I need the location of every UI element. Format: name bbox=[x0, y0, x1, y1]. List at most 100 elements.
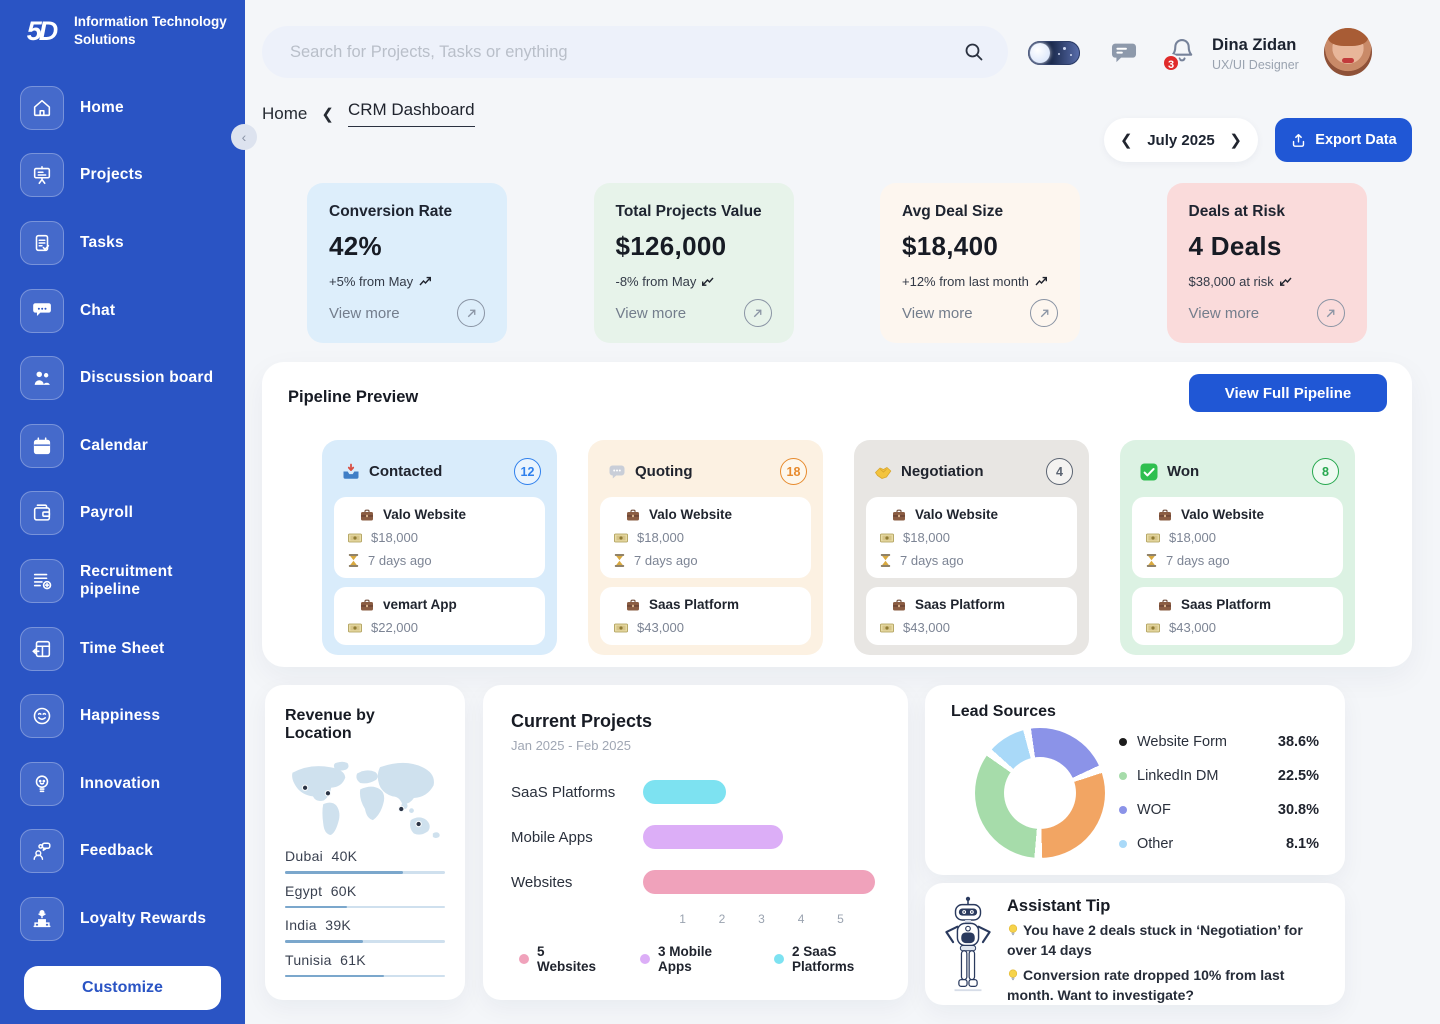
dark-mode-toggle[interactable] bbox=[1028, 41, 1080, 65]
breadcrumb: Home ❮ CRM Dashboard bbox=[262, 100, 475, 127]
hourglass-icon bbox=[614, 554, 625, 567]
revenue-title: Revenue by Location bbox=[285, 707, 375, 742]
banknote-icon bbox=[614, 623, 628, 633]
deal-count-badge: 8 bbox=[1312, 458, 1339, 485]
sidebar-item-chat[interactable]: Chat bbox=[0, 277, 245, 345]
notifications-bell-icon[interactable]: 3 bbox=[1162, 36, 1198, 72]
revenue-row-egypt: Egypt 60K bbox=[285, 883, 445, 908]
revenue-bar bbox=[285, 974, 385, 977]
user-info: Dina Zidan UX/UI Designer bbox=[1212, 36, 1312, 72]
sidebar-nav: Home Projects Tasks Chat Discussion boar… bbox=[0, 74, 245, 953]
brand-logo-icon: 5D bbox=[26, 15, 59, 46]
view-more-link[interactable]: View more bbox=[616, 299, 772, 327]
deal-card[interactable]: Valo Website $18,000 7 days ago bbox=[866, 497, 1077, 578]
speech-balloon-icon bbox=[608, 463, 626, 481]
revenue-row-dubai: Dubai 40K bbox=[285, 848, 445, 874]
revenue-row-tunisia: Tunisia 61K bbox=[285, 952, 445, 977]
notification-count-badge: 3 bbox=[1162, 54, 1180, 72]
home-icon bbox=[20, 85, 64, 130]
deal-count-badge: 4 bbox=[1046, 458, 1073, 485]
briefcase-icon bbox=[1158, 509, 1172, 521]
inbox-tray-icon bbox=[342, 463, 360, 481]
sidebar-item-recruitment-pipeline[interactable]: Recruitment pipeline bbox=[0, 547, 245, 615]
pipeline-column-quoting: Quoting 18 Valo Website $18,000 7 days a… bbox=[588, 440, 823, 655]
sidebar-item-loyalty-rewards[interactable]: Loyalty Rewards bbox=[0, 885, 245, 953]
sidebar-collapse-button[interactable]: ‹ bbox=[231, 124, 257, 150]
bar-mobile bbox=[643, 825, 783, 849]
stat-card-deals-at-risk: Deals at Risk 4 Deals $38,000 at risk Vi… bbox=[1166, 183, 1367, 343]
sidebar-item-happiness[interactable]: Happiness bbox=[0, 682, 245, 750]
briefcase-icon bbox=[626, 509, 640, 521]
briefcase-icon bbox=[1158, 599, 1172, 611]
map-dot bbox=[301, 784, 309, 791]
lead-row-other: Other 8.1% bbox=[1119, 827, 1319, 861]
hourglass-icon bbox=[348, 554, 359, 567]
user-name: Dina Zidan bbox=[1212, 36, 1297, 54]
deal-card[interactable]: Saas Platform $43,000 bbox=[1132, 587, 1343, 645]
deal-count-badge: 18 bbox=[780, 458, 807, 485]
revenue-bar bbox=[285, 940, 364, 943]
lead-row-linkedin-dm: LinkedIn DM 22.5% bbox=[1119, 759, 1319, 793]
deal-card[interactable]: Valo Website $18,000 7 days ago bbox=[334, 497, 545, 578]
innovation-icon bbox=[20, 761, 64, 806]
search-input[interactable] bbox=[290, 42, 962, 62]
sidebar-item-discussion-board[interactable]: Discussion board bbox=[0, 344, 245, 412]
breadcrumb-home-link[interactable]: Home bbox=[262, 103, 308, 123]
sidebar-item-payroll[interactable]: Payroll bbox=[0, 480, 245, 548]
view-full-pipeline-button[interactable]: View Full Pipeline bbox=[1189, 374, 1387, 412]
briefcase-icon bbox=[892, 599, 906, 611]
banknote-icon bbox=[614, 533, 628, 543]
bar-saas bbox=[643, 780, 726, 804]
user-avatar[interactable] bbox=[1324, 28, 1372, 76]
payroll-icon bbox=[20, 491, 64, 536]
sidebar-item-feedback[interactable]: Feedback bbox=[0, 818, 245, 886]
deal-card[interactable]: vemart App $22,000 bbox=[334, 587, 545, 645]
search-icon[interactable] bbox=[962, 40, 986, 64]
feedback-icon bbox=[20, 829, 64, 874]
briefcase-icon bbox=[360, 509, 374, 521]
assistant-tip-1: You have 2 deals stuck in ‘Negotiation’ … bbox=[1007, 922, 1303, 959]
deal-card[interactable]: Saas Platform $43,000 bbox=[600, 587, 811, 645]
deal-card[interactable]: Saas Platform $43,000 bbox=[866, 587, 1077, 645]
view-more-link[interactable]: View more bbox=[329, 299, 485, 327]
sidebar-item-tasks[interactable]: Tasks bbox=[0, 209, 245, 277]
sidebar-item-calendar[interactable]: Calendar bbox=[0, 412, 245, 480]
deal-card[interactable]: Valo Website $18,000 7 days ago bbox=[1132, 497, 1343, 578]
view-more-link[interactable]: View more bbox=[1189, 299, 1345, 327]
messages-icon[interactable] bbox=[1110, 39, 1138, 67]
map-dot bbox=[398, 805, 405, 813]
bar-row-websites: Websites bbox=[511, 867, 880, 897]
legend-saas-platforms: 2 SaaS Platforms bbox=[774, 944, 880, 974]
assistant-tip-card: Assistant Tip You have 2 deals stuck in … bbox=[925, 883, 1345, 1005]
month-selector: ❮ July 2025 ❯ bbox=[1104, 118, 1258, 162]
loyalty-icon bbox=[20, 896, 64, 941]
sidebar-item-innovation[interactable]: Innovation bbox=[0, 750, 245, 818]
stat-card-conversion-rate: Conversion Rate 42% +5% from May View mo… bbox=[307, 183, 507, 343]
banknote-icon bbox=[348, 533, 362, 543]
export-data-button[interactable]: Export Data bbox=[1275, 118, 1412, 162]
projects-title: Current Projects bbox=[511, 711, 653, 731]
banknote-icon bbox=[880, 623, 894, 633]
deal-card[interactable]: Valo Website $18,000 7 days ago bbox=[600, 497, 811, 578]
assistant-tip-title: Assistant Tip bbox=[1007, 897, 1111, 915]
arrow-up-right-icon bbox=[1316, 299, 1345, 327]
lead-sources-legend: Website Form 38.6% LinkedIn DM 22.5% WOF… bbox=[1119, 725, 1319, 861]
next-month-button[interactable]: ❯ bbox=[1229, 132, 1242, 149]
user-role: UX/UI Designer bbox=[1212, 58, 1299, 72]
stat-card-avg-deal-size: Avg Deal Size $18,400 +12% from last mon… bbox=[880, 183, 1080, 343]
trend-down-icon bbox=[702, 277, 714, 286]
pipeline-column-won: Won 8 Valo Website $18,000 7 days ago Sa… bbox=[1120, 440, 1355, 655]
sidebar-item-home[interactable]: Home bbox=[0, 74, 245, 142]
customize-button[interactable]: Customize bbox=[24, 966, 221, 1010]
lead-sources-donut-chart bbox=[975, 728, 1105, 858]
previous-month-button[interactable]: ❮ bbox=[1120, 132, 1133, 149]
world-map bbox=[285, 757, 445, 839]
banknote-icon bbox=[1146, 623, 1160, 633]
view-more-link[interactable]: View more bbox=[902, 299, 1058, 327]
breadcrumb-current-page[interactable]: CRM Dashboard bbox=[347, 100, 475, 127]
legend-websites: 5 Websites bbox=[519, 944, 596, 974]
sidebar-item-time-sheet[interactable]: Time Sheet bbox=[0, 615, 245, 683]
sidebar-item-projects[interactable]: Projects bbox=[0, 142, 245, 210]
breadcrumb-chevron-icon: ❮ bbox=[321, 105, 334, 123]
